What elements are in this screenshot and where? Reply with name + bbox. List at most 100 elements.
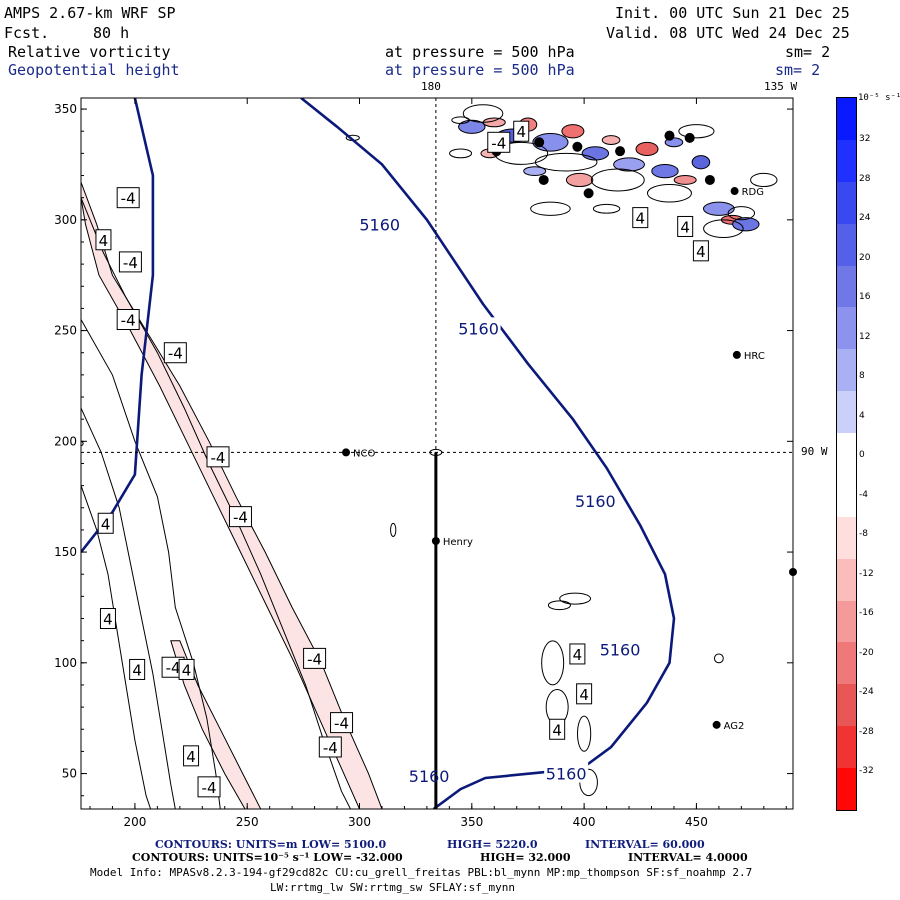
vorticity-contour-label: 4 <box>635 210 645 228</box>
vorticity-contour-label: -4 <box>233 509 248 527</box>
colorbar-cell <box>837 433 856 475</box>
vorticity-blob <box>561 124 585 139</box>
x-tick-label: 300 <box>348 815 371 829</box>
vorticity-contour-label: 4 <box>99 232 109 250</box>
vorticity-label-box <box>183 745 200 767</box>
colorbar-cell <box>837 139 856 182</box>
vorticity-blob <box>581 146 610 161</box>
height-label-bg <box>598 638 643 659</box>
colorbar-cell <box>837 391 856 433</box>
vorticity-label-box <box>576 683 593 705</box>
vorticity-contour <box>727 206 756 221</box>
x-tick-label: 250 <box>236 815 259 829</box>
field2-smoothing: sm= 2 <box>775 61 821 79</box>
footer-model-info: Model Info: MPASv8.2.3-194-gf29cd82c CU:… <box>90 866 753 879</box>
model-title: AMPS 2.67-km WRF SP <box>4 4 176 22</box>
vorticity-core <box>583 188 594 199</box>
vorticity-label-box <box>197 776 221 798</box>
vorticity-label-box <box>178 658 195 680</box>
vorticity-contour-label: 4 <box>103 611 113 629</box>
vorticity-contour-label: -4 <box>334 715 349 733</box>
field1-pressure: at pressure = 500 hPa <box>385 43 575 61</box>
colorbar-tick-label: -8 <box>859 529 868 539</box>
colorbar-tick-label: 12 <box>859 331 871 342</box>
station-label: AG2 <box>724 721 745 732</box>
colorbar-cell <box>837 474 856 517</box>
vorticity-label-box <box>632 207 649 229</box>
colorbar <box>836 97 857 811</box>
lon-90w-label: 90 W <box>801 445 828 458</box>
vorticity-contour <box>703 219 744 238</box>
vorticity-label-box <box>118 251 142 273</box>
lon-135w-label: 135 W <box>764 80 798 93</box>
height-contour-label: 5160 <box>546 765 587 784</box>
vorticity-blob <box>613 157 645 172</box>
field1-name: Relative vorticity <box>8 43 171 61</box>
forecast-hours: 80 h <box>93 24 130 42</box>
footer-height-high: HIGH= 5220.0 <box>447 838 538 851</box>
field2-name: Geopotential height <box>8 61 180 79</box>
vorticity-contour <box>81 197 351 809</box>
colorbar-tick-label: -4 <box>859 489 868 500</box>
colorbar-tick-label: -12 <box>859 568 874 579</box>
vorticity-contour <box>81 440 84 447</box>
colorbar-tick-label: 20 <box>859 252 871 263</box>
field1-smoothing: sm= 2 <box>785 43 831 61</box>
vorticity-blob <box>458 119 486 134</box>
colorbar-cell <box>837 349 856 392</box>
forecast-label: Fcst. <box>4 24 50 42</box>
vorticity-contour-label: 4 <box>680 218 690 236</box>
x-tick-label: 350 <box>460 815 483 829</box>
colorbar-cell <box>837 558 856 601</box>
vorticity-contour-label: -4 <box>491 134 506 152</box>
vorticity-contour-label: 4 <box>579 686 589 704</box>
y-tick-label: 250 <box>54 324 77 338</box>
colorbar-cell <box>837 642 856 685</box>
vorticity-contour-label: -4 <box>166 659 181 677</box>
station-label: HRC <box>744 351 765 362</box>
vorticity-contour-label: -4 <box>123 254 138 272</box>
vorticity-contour <box>81 485 152 809</box>
vorticity-contour-label: 4 <box>516 123 526 141</box>
height-label-bg <box>573 490 618 511</box>
y-tick-label: 150 <box>54 545 77 559</box>
height-contour-label: 5160 <box>458 319 499 338</box>
vorticity-contour <box>534 152 598 172</box>
vorticity-contour-label: 4 <box>696 243 706 261</box>
vorticity-contour-label: -4 <box>211 449 226 467</box>
x-tick-label: 200 <box>123 815 146 829</box>
vorticity-contour-label: -4 <box>121 311 136 329</box>
station-marker <box>732 350 741 359</box>
vorticity-contour-label: -4 <box>168 345 183 363</box>
colorbar-tick-label: -28 <box>859 726 874 737</box>
vorticity-label-box <box>163 342 187 364</box>
colorbar-tick-label: 32 <box>859 134 871 144</box>
vorticity-label-box <box>677 215 694 237</box>
colorbar-tick-label: 16 <box>859 292 871 302</box>
station-label: RDG <box>742 187 764 198</box>
height-contour-label: 5160 <box>409 767 450 786</box>
pole-marker <box>429 448 443 456</box>
colorbar-tick-label: 4 <box>859 410 865 421</box>
vorticity-contour-label: 4 <box>132 661 142 679</box>
vorticity-core <box>615 146 626 157</box>
station-marker <box>431 536 440 545</box>
colorbar-tick-label: 28 <box>859 173 871 184</box>
height-label-bg <box>456 317 501 338</box>
colorbar-tick-label: -24 <box>859 687 874 697</box>
vorticity-contour <box>390 522 397 538</box>
colorbar-tick-label: -16 <box>859 608 874 618</box>
vorticity-contour-label: 4 <box>552 721 562 739</box>
colorbar-cell <box>837 181 856 224</box>
footer-vort-contours: CONTOURS: UNITS=10⁻⁵ s⁻¹ LOW= -32.000 <box>132 851 403 864</box>
vorticity-label-box <box>116 187 140 209</box>
station-label: Henry <box>443 537 473 548</box>
vorticity-blob <box>523 166 547 176</box>
footer-vort-high: HIGH= 32.000 <box>480 851 571 864</box>
station-label: NCO <box>353 448 375 459</box>
colorbar-cell <box>837 600 856 643</box>
vorticity-contour-label: -4 <box>323 739 338 757</box>
vorticity-label-box <box>97 512 114 534</box>
init-time: Init. 00 UTC Sun 21 Dec 25 <box>615 4 850 22</box>
